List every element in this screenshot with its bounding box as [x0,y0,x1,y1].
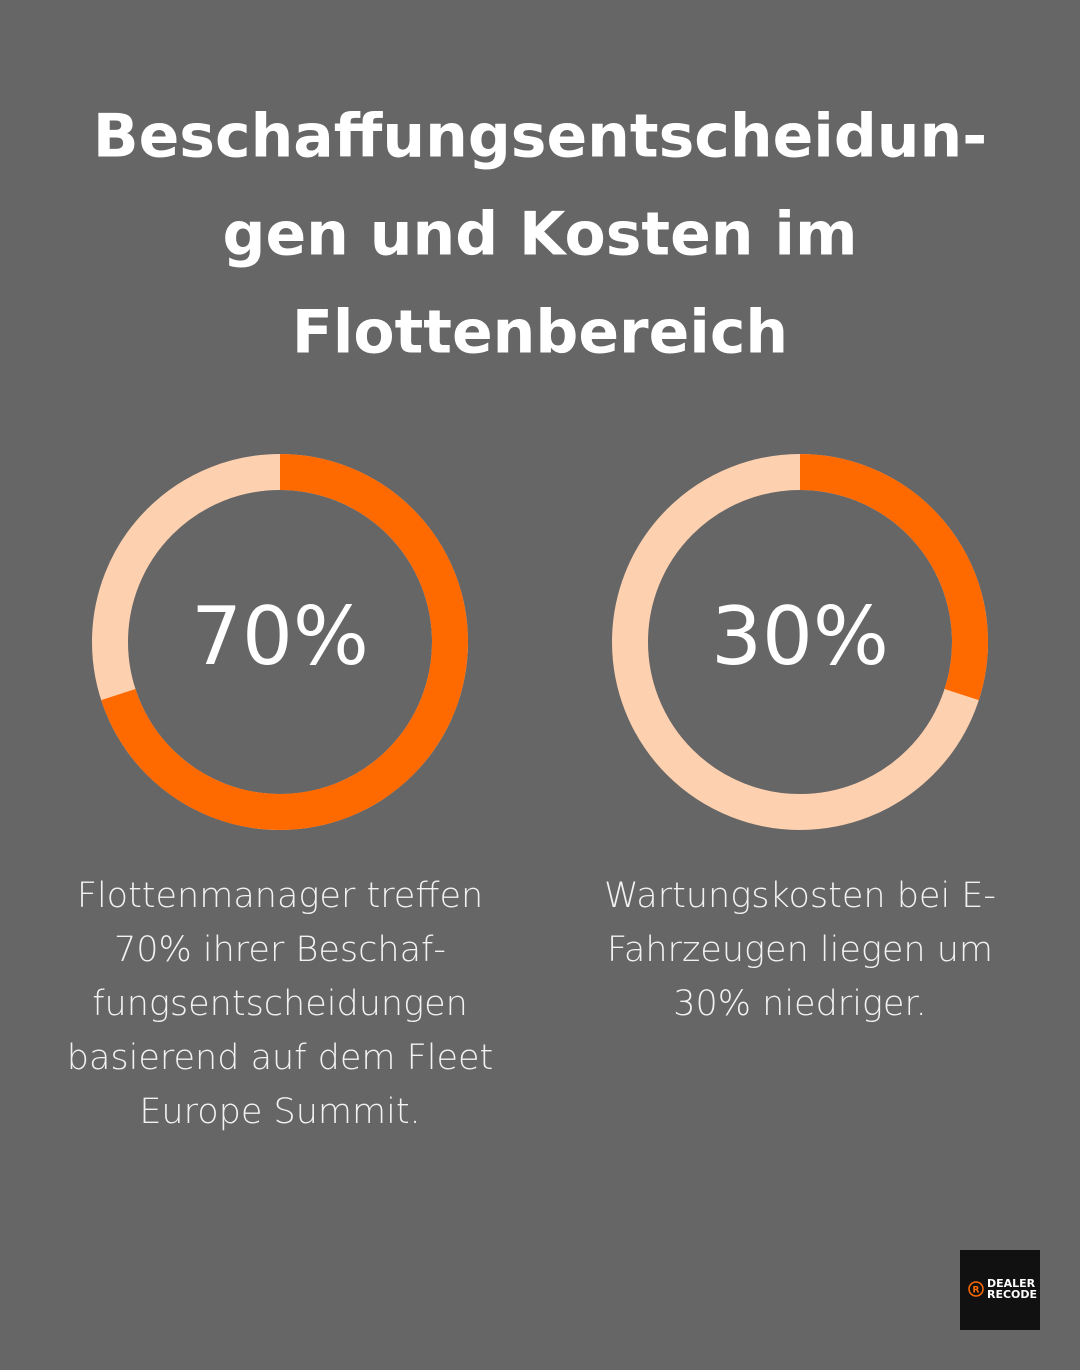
logo-text: DEALER [987,1277,1036,1290]
description-line: Fahrzeugen liegen um [607,930,993,970]
description-line: Wartungskosten bei E- [604,876,996,916]
donut-segment [101,454,468,830]
title-line: Beschaffungsentscheidun- [93,102,987,172]
description-line: basierend auf dem Fleet [67,1038,494,1078]
description-line: fungsentscheidungen [92,984,468,1024]
center-value: 30% [711,590,889,683]
description-line: 30% niedriger. [673,984,927,1024]
logo-text: RECODE [987,1288,1037,1301]
description-line: Europe Summit. [139,1092,420,1132]
title-line: Flottenbereich [292,298,788,368]
title-line: gen und Kosten im [223,200,858,270]
center-value: 70% [191,590,369,683]
donut-segment [799,454,988,701]
logo-icon [968,1281,984,1297]
description-line: Flottenmanager treffen [77,876,483,916]
logo-icon-letter: R [973,1286,980,1296]
description-line: 70% ihrer Beschaf- [114,930,446,970]
logo-box [960,1250,1040,1330]
